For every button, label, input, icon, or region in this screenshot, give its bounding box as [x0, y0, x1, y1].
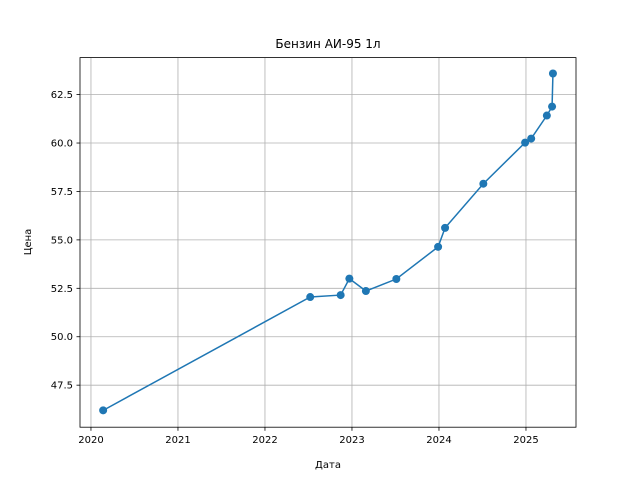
marker	[527, 134, 536, 143]
marker	[521, 138, 530, 147]
y-tick-label: 62.5	[51, 90, 73, 101]
chart-title: Бензин АИ-95 1л	[275, 37, 380, 51]
y-axis-label: Цена	[23, 229, 34, 256]
marker	[361, 287, 370, 296]
plot-area: 2020 2021 2022 2023 2024 2025 47.5 50.0 52.5 55.0…	[51, 57, 577, 446]
y-tick-label: 47.5	[51, 381, 73, 392]
x-tick-label: 2020	[78, 435, 103, 446]
y-tick-label: 57.5	[51, 187, 73, 198]
x-tick-label: 2024	[426, 435, 451, 446]
x-tick-label: 2022	[252, 435, 277, 446]
x-axis-label: Дата	[315, 460, 341, 471]
marker	[542, 111, 551, 120]
marker	[548, 69, 557, 78]
marker	[441, 223, 450, 232]
marker	[345, 274, 354, 283]
axes-frame	[79, 57, 577, 428]
marker	[479, 179, 488, 188]
marker	[548, 102, 557, 111]
x-tick-label: 2023	[339, 435, 364, 446]
x-tick-label: 2021	[165, 435, 190, 446]
x-tick-label: 2025	[513, 435, 538, 446]
y-tick-label: 55.0	[51, 235, 73, 246]
y-tick-label: 52.5	[51, 284, 73, 295]
marker	[306, 293, 315, 302]
y-tick-label: 60.0	[51, 139, 73, 150]
marker	[392, 275, 401, 284]
marker	[99, 406, 108, 415]
y-tick-label: 50.0	[51, 332, 73, 343]
marker	[336, 291, 345, 300]
marker	[434, 242, 443, 251]
